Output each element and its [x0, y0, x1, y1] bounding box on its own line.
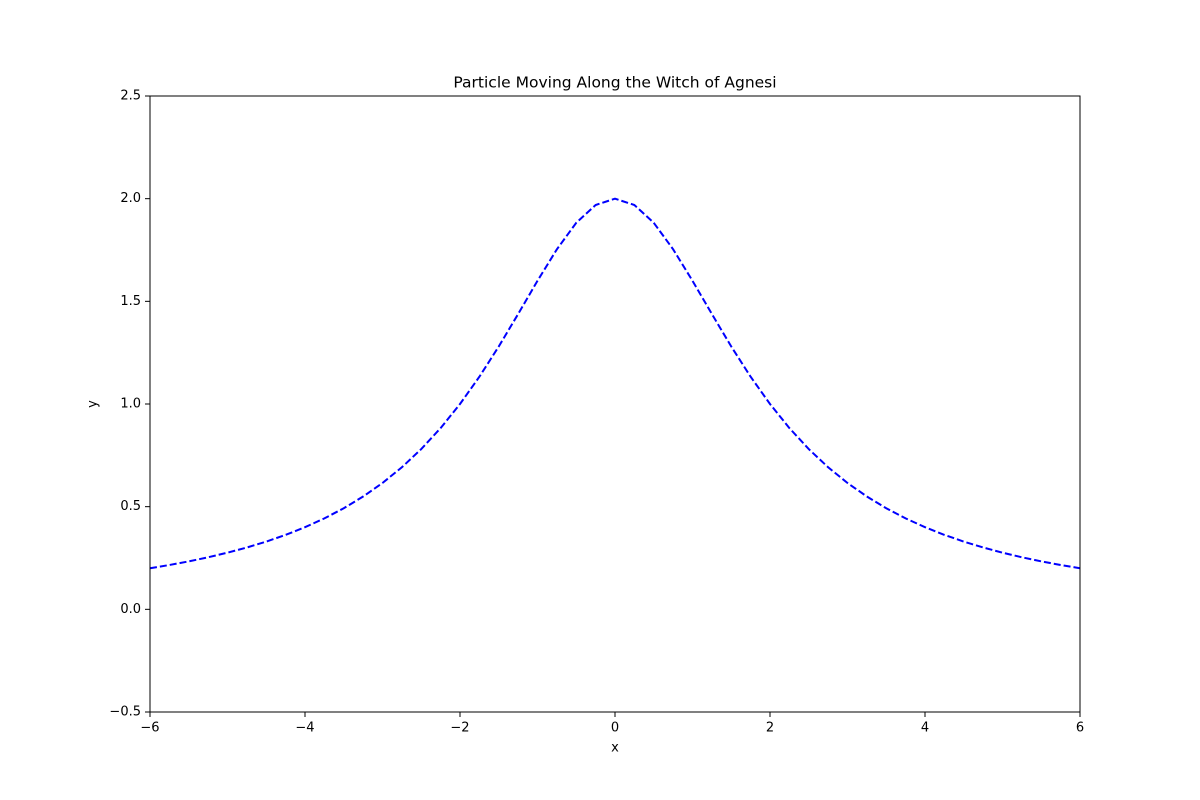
y-tick-label: 1.5 — [120, 294, 141, 309]
y-tick-label: −0.5 — [109, 705, 141, 720]
data-line — [149, 197, 1081, 570]
y-tick-label: 2.5 — [120, 89, 141, 104]
y-tick-label: 1.0 — [120, 397, 141, 412]
x-tick-label: −2 — [450, 721, 469, 736]
y-tick-label: 2.0 — [120, 191, 141, 206]
chart-title: Particle Moving Along the Witch of Agnes… — [453, 74, 776, 92]
y-tick-label: 0.5 — [120, 499, 141, 514]
x-tick-label: 6 — [1076, 721, 1084, 736]
y-axis-label: y — [86, 400, 101, 408]
x-tick-label: 2 — [766, 721, 774, 736]
y-tick-label: 0.0 — [120, 602, 141, 617]
x-axis-label: x — [611, 741, 619, 756]
x-tick-label: 4 — [921, 721, 929, 736]
x-tick-label: −6 — [140, 721, 159, 736]
plot-frame — [149, 95, 1081, 713]
x-tick-label: 0 — [611, 721, 619, 736]
x-tick-label: −4 — [295, 721, 314, 736]
